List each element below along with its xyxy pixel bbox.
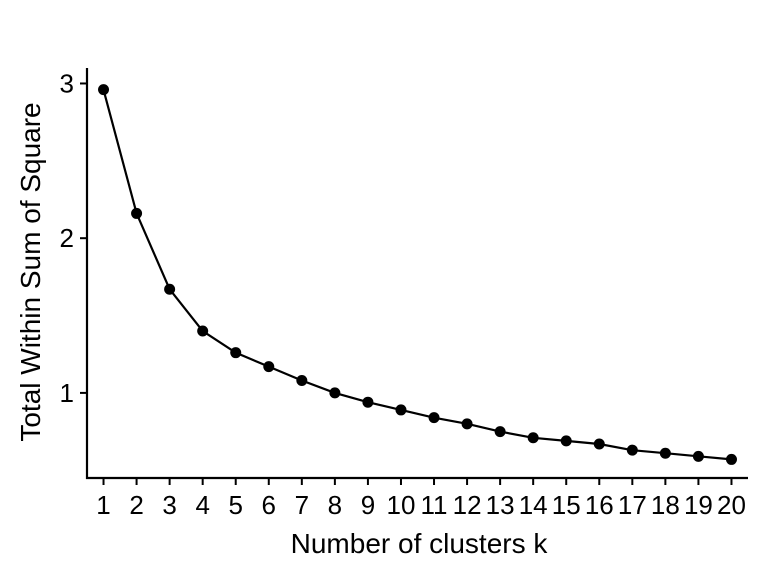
data-point: [197, 325, 209, 337]
x-tick-label: 10: [387, 490, 416, 520]
data-point: [98, 84, 110, 96]
y-tick-label: 3: [60, 68, 74, 98]
data-point: [395, 404, 407, 416]
x-tick-label: 6: [262, 490, 276, 520]
x-tick-label: 7: [295, 490, 309, 520]
series-line: [102, 89, 732, 461]
x-tick-label: 17: [618, 490, 647, 520]
data-point: [725, 453, 737, 465]
x-tick-label: 8: [328, 490, 342, 520]
data-point: [692, 450, 704, 462]
data-point: [263, 361, 275, 373]
data-point: [362, 396, 374, 408]
data-point: [131, 207, 143, 219]
data-point: [164, 283, 176, 295]
x-tick-label: 20: [717, 490, 746, 520]
data-point: [560, 435, 572, 447]
data-point: [296, 375, 308, 387]
labels-layer: Number of clusters k Total Within Sum of…: [15, 102, 548, 559]
data-point: [593, 438, 605, 450]
x-tick-label: 16: [585, 490, 614, 520]
x-tick-label: 1: [96, 490, 110, 520]
x-tick-label: 12: [453, 490, 482, 520]
y-tick-label: 2: [60, 223, 74, 253]
data-point: [494, 426, 506, 438]
y-tick-label: 1: [60, 378, 74, 408]
x-tick-label: 4: [195, 490, 209, 520]
x-tick-label: 9: [361, 490, 375, 520]
x-tick-label: 19: [684, 490, 713, 520]
y-axis-title: Total Within Sum of Square: [15, 102, 46, 441]
x-tick-label: 14: [519, 490, 548, 520]
x-tick-label: 15: [552, 490, 581, 520]
data-point: [659, 447, 671, 459]
x-tick-label: 2: [129, 490, 143, 520]
x-tick-label: 13: [486, 490, 515, 520]
x-tick-label: 3: [162, 490, 176, 520]
x-tick-label: 5: [228, 490, 242, 520]
x-axis-title: Number of clusters k: [291, 528, 549, 559]
data-point: [428, 412, 440, 424]
x-tick-label: 18: [651, 490, 680, 520]
data-point: [527, 432, 539, 444]
data-point: [230, 347, 242, 359]
data-point: [461, 418, 473, 430]
x-tick-label: 11: [421, 490, 448, 520]
data-point: [329, 387, 341, 399]
series-layer: [98, 84, 737, 465]
data-point: [626, 444, 638, 456]
